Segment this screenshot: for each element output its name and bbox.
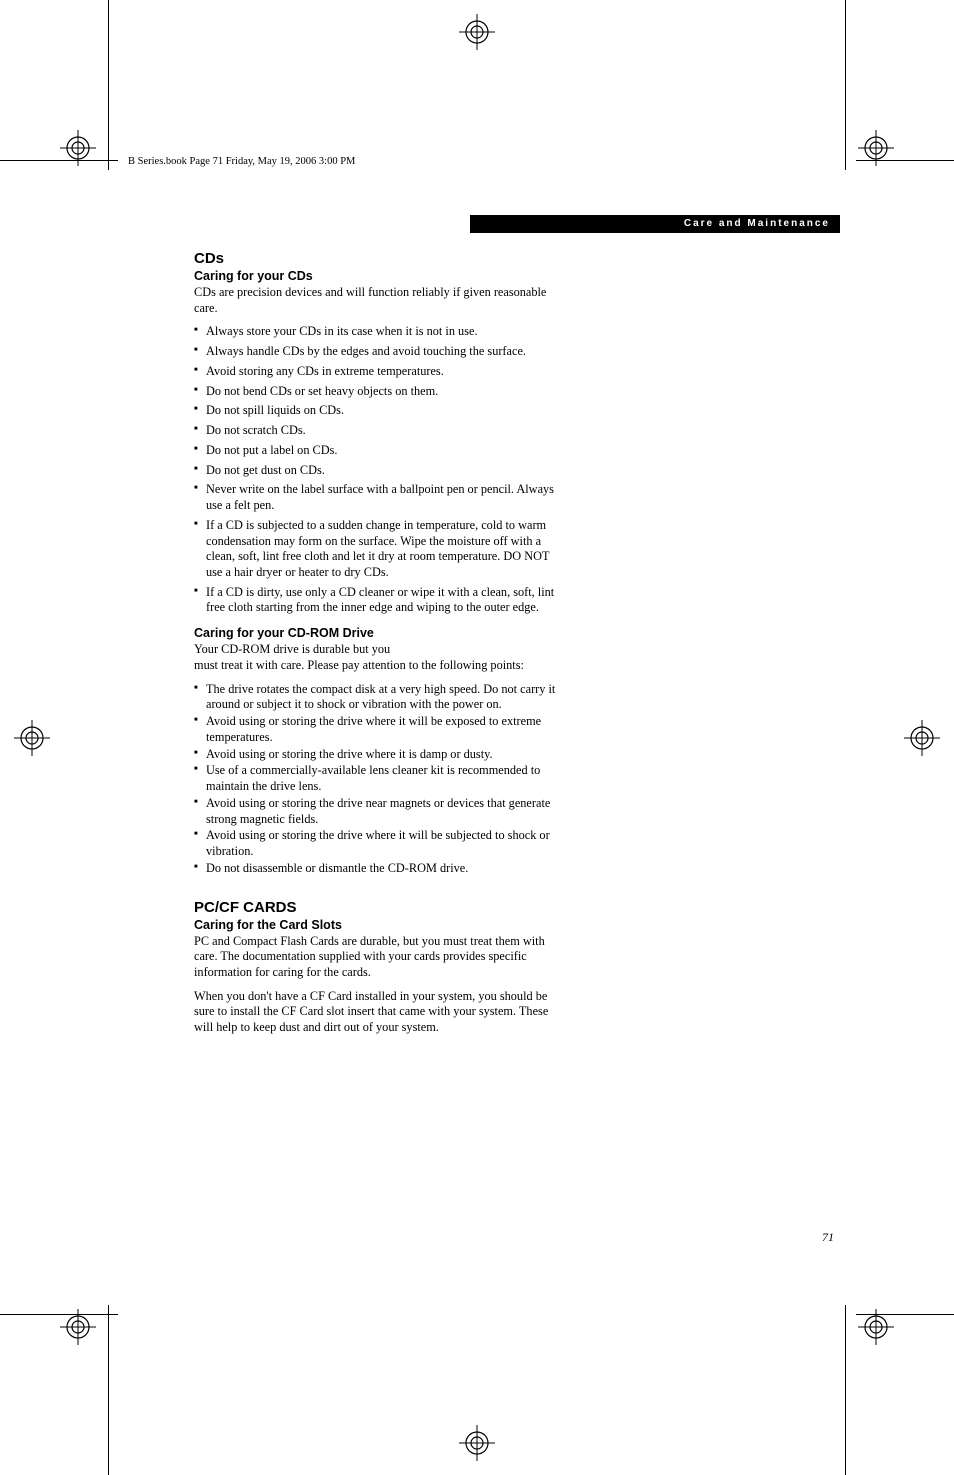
registration-mark-bottom-left: [58, 1307, 98, 1347]
page-header: B Series.book Page 71 Friday, May 19, 20…: [128, 156, 355, 167]
list-item: Never write on the label surface with a …: [194, 482, 556, 513]
list-item: Use of a commercially-available lens cle…: [194, 763, 556, 794]
list-item: If a CD is subjected to a sudden change …: [194, 518, 556, 581]
caring-cdrom-subtitle: Caring for your CD-ROM Drive: [194, 626, 556, 640]
crop-gap-left: [108, 170, 109, 1305]
registration-mark-right-center: [902, 718, 942, 758]
cdrom-intro-b: must treat it with care. Please pay atte…: [194, 658, 556, 674]
list-item: Do not scratch CDs.: [194, 423, 556, 439]
registration-mark-left-center: [12, 718, 52, 758]
caring-cds-subtitle: Caring for your CDs: [194, 269, 556, 283]
cds-title: CDs: [194, 250, 556, 267]
registration-mark-bottom-center: [457, 1423, 497, 1463]
list-item: Avoid using or storing the drive near ma…: [194, 796, 556, 827]
list-item: Always handle CDs by the edges and avoid…: [194, 344, 556, 360]
crop-gap-right: [845, 170, 846, 1305]
list-item: Avoid using or storing the drive where i…: [194, 714, 556, 745]
list-item: Do not disassemble or dismantle the CD-R…: [194, 861, 556, 877]
list-item: Avoid using or storing the drive where i…: [194, 828, 556, 859]
pccf-para-2: When you don't have a CF Card installed …: [194, 989, 556, 1036]
cdrom-intro-a: Your CD-ROM drive is durable but you: [194, 642, 556, 658]
crop-gap-bottom: [118, 1314, 856, 1315]
cds-list: Always store your CDs in its case when i…: [194, 324, 556, 616]
list-item: Always store your CDs in its case when i…: [194, 324, 556, 340]
cds-intro: CDs are precision devices and will funct…: [194, 285, 556, 316]
list-item: Avoid storing any CDs in extreme tempera…: [194, 364, 556, 380]
registration-mark-top-left: [58, 128, 98, 168]
cdrom-list: The drive rotates the compact disk at a …: [194, 682, 556, 877]
page-number: 71: [822, 1230, 834, 1245]
pccf-para-1: PC and Compact Flash Cards are durable, …: [194, 934, 556, 981]
list-item: Do not put a label on CDs.: [194, 443, 556, 459]
list-item: Avoid using or storing the drive where i…: [194, 747, 556, 763]
list-item: If a CD is dirty, use only a CD cleaner …: [194, 585, 556, 616]
caring-slots-subtitle: Caring for the Card Slots: [194, 918, 556, 932]
registration-mark-bottom-right: [856, 1307, 896, 1347]
pccf-title: PC/CF CARDS: [194, 899, 556, 916]
section-bar: Care and Maintenance: [470, 215, 840, 233]
list-item: Do not get dust on CDs.: [194, 463, 556, 479]
registration-mark-top-right: [856, 128, 896, 168]
main-content: CDs Caring for your CDs CDs are precisio…: [194, 250, 556, 1044]
list-item: Do not spill liquids on CDs.: [194, 403, 556, 419]
list-item: The drive rotates the compact disk at a …: [194, 682, 556, 713]
list-item: Do not bend CDs or set heavy objects on …: [194, 384, 556, 400]
registration-mark-top-center: [457, 12, 497, 52]
